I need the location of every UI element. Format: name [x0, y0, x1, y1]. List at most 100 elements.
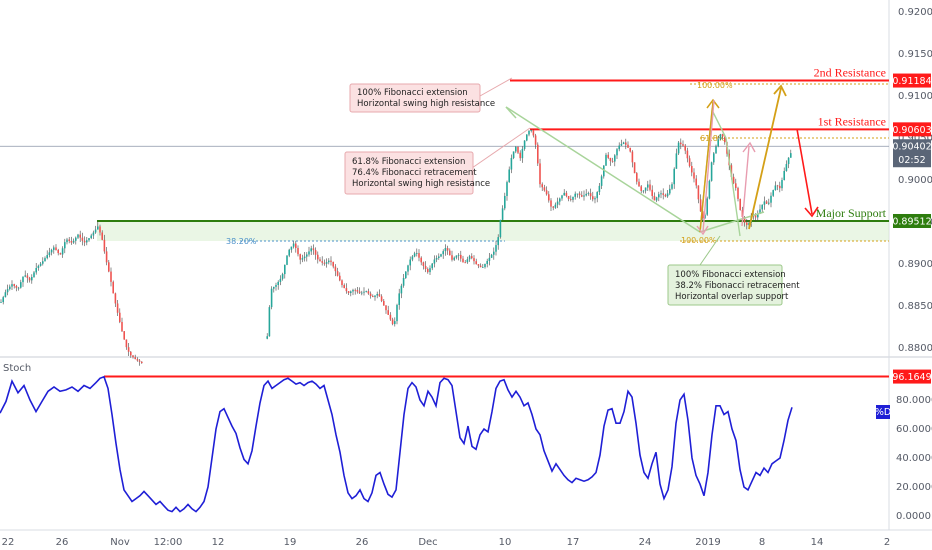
candle-body: [57, 250, 59, 254]
candle-body: [299, 254, 301, 260]
candle-body: [273, 286, 275, 289]
candle-body: [400, 285, 403, 294]
candle-body: [123, 331, 125, 340]
stoch-level-tag: 96.1649: [892, 369, 932, 384]
candle-body: [343, 285, 345, 289]
candle-body: [319, 259, 321, 262]
candle-body: [330, 260, 332, 262]
candle-body: [578, 193, 581, 196]
gold-arrow-1-head: [706, 98, 720, 109]
candle-body: [308, 251, 310, 255]
candle-body: [97, 226, 99, 230]
candle-body: [119, 312, 121, 322]
candle-body: [631, 151, 634, 163]
candle-body: [321, 261, 323, 263]
candle-body: [669, 188, 671, 194]
candle-body: [779, 185, 781, 189]
candle-body: [710, 162, 713, 181]
stoch-tick-label: 40.0000: [896, 453, 932, 464]
annotation-swing-high: 100% Fibonacci extension Horizontal swin…: [349, 77, 513, 113]
red-down-arrow: [796, 128, 813, 215]
time-tick-label: 14: [811, 537, 824, 548]
candle-body: [116, 303, 119, 313]
candle-body: [721, 134, 724, 137]
candle-body: [776, 185, 779, 187]
candle-body: [790, 153, 792, 158]
candle-body: [655, 197, 658, 201]
candle-body: [675, 153, 678, 169]
candle-body: [266, 336, 268, 339]
candle-body: [600, 176, 603, 186]
candle-body: [31, 277, 33, 281]
candle-body: [438, 256, 440, 258]
candle-body: [24, 275, 26, 277]
candle-body: [717, 139, 719, 147]
candle-body: [658, 194, 660, 198]
candle-body: [574, 193, 576, 197]
first-resistance-tag: 0.90603: [892, 122, 932, 137]
candle-body: [94, 229, 97, 233]
candle-body: [372, 296, 374, 298]
candle-body: [754, 215, 757, 218]
candle-body: [486, 260, 488, 264]
candle-body: [620, 144, 623, 146]
candle-body: [684, 145, 686, 151]
candle-body: [431, 263, 433, 269]
candle-body: [616, 149, 618, 156]
candle-body: [517, 146, 519, 153]
candle-body: [389, 314, 392, 320]
candle-body: [682, 144, 684, 146]
candle-body: [64, 242, 66, 249]
candle-body: [636, 173, 638, 182]
candle-body: [585, 193, 587, 196]
candle-body: [466, 259, 469, 263]
candle-body: [589, 193, 592, 197]
candle-body: [510, 157, 513, 170]
svg-text:0.91184: 0.91184: [892, 76, 931, 87]
candle-body: [506, 182, 508, 196]
candle-body: [28, 277, 31, 281]
candle-body: [20, 282, 22, 288]
candle-body: [499, 219, 502, 238]
fib-pivot-drawing: [505, 106, 517, 119]
candle-body: [653, 195, 656, 201]
candle-body: [46, 255, 48, 259]
candle-body: [310, 248, 312, 252]
candle-body: [598, 185, 601, 193]
candle-body: [411, 256, 414, 260]
time-tick-label: 2: [884, 537, 890, 548]
candle-body: [664, 194, 667, 197]
candle-body: [394, 321, 396, 325]
candle-body: [691, 166, 693, 173]
candle-body: [347, 291, 350, 293]
fib-label-382: 38.20%: [226, 237, 257, 246]
candle-body: [405, 271, 407, 278]
candle-body: [39, 263, 42, 266]
candle-body: [295, 243, 297, 249]
candle-body: [561, 195, 563, 199]
annotation-2-line-1: 61.8% Fibonacci extension: [352, 157, 465, 167]
candle-body: [523, 140, 526, 149]
candle-body: [328, 260, 330, 263]
candle-body: [440, 254, 442, 257]
annotation-3-line-2: 38.2% Fibonacci retracement: [675, 281, 800, 291]
candle-body: [743, 216, 746, 223]
candle-body: [739, 198, 741, 211]
candle-body: [380, 296, 383, 301]
major-support-label: Major Support: [816, 206, 887, 220]
svg-text:96.1649: 96.1649: [892, 372, 931, 383]
candle-body: [453, 257, 455, 260]
candle-body: [292, 243, 295, 247]
candle-body: [748, 223, 750, 225]
candle-body: [290, 246, 293, 250]
svg-text:0.89512: 0.89512: [892, 216, 931, 227]
candle-body: [763, 201, 766, 205]
candle-body: [695, 178, 697, 186]
candle-body: [138, 360, 141, 362]
candle-body: [581, 195, 583, 197]
candle-body: [785, 164, 788, 171]
candle-body: [345, 288, 348, 292]
candle-body: [563, 192, 565, 196]
candle-body: [132, 355, 134, 358]
